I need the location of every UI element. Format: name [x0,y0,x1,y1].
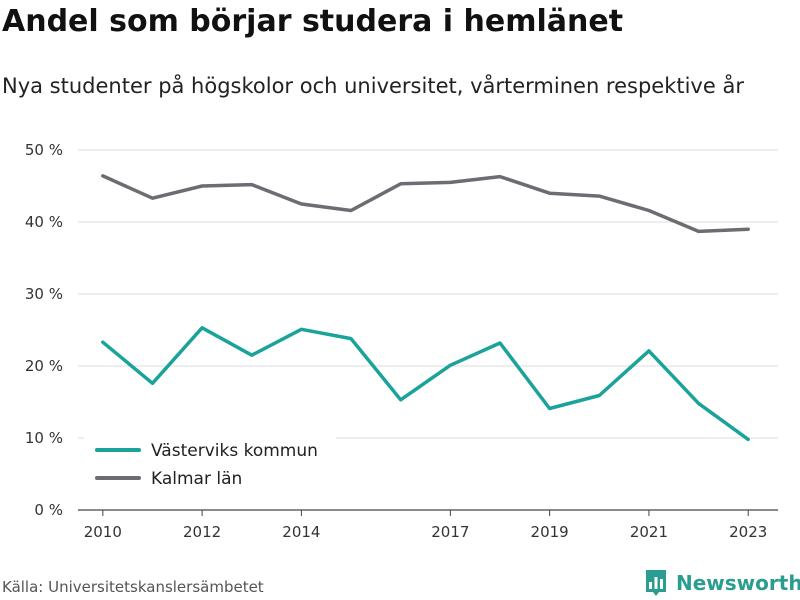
x-tick-label: 2010 [84,523,122,541]
x-tick-label: 2014 [282,523,320,541]
source-note: Källa: Universitetskanslersämbetet [2,578,264,596]
chart-subtitle: Nya studenter på högskolor och universit… [2,74,744,98]
y-tick-label: 50 % [25,141,63,159]
series-lines [101,174,750,442]
legend-background [84,434,336,494]
legend-label: Västerviks kommun [151,441,318,461]
legend: Västerviks kommun Kalmar län [84,434,336,494]
series-line-1 [101,326,750,442]
axes: 0 % 10 % 20 % 30 % 40 % 50 % 2010 2012 2014 2017 2… [25,141,767,541]
x-tick-label: 2021 [630,523,668,541]
x-tick-label: 2019 [531,523,569,541]
legend-label: Kalmar län [151,469,242,489]
y-tick-label: 20 % [25,357,63,375]
y-tick-label: 30 % [25,285,63,303]
x-tick-label: 2017 [431,523,469,541]
x-tick-label: 2012 [183,523,221,541]
brand-logo: Newsworthy [644,568,800,598]
chart-title: Andel som börjar studera i hemlänet [2,4,624,39]
y-tick-label: 10 % [25,429,63,447]
brand-name: Newsworthy [676,571,800,595]
x-tick-label: 2023 [729,523,767,541]
y-tick-label: 0 % [34,501,63,519]
bar-chart-logo-icon [646,570,666,596]
y-tick-label: 40 % [25,213,63,231]
series-line-2 [101,174,750,234]
